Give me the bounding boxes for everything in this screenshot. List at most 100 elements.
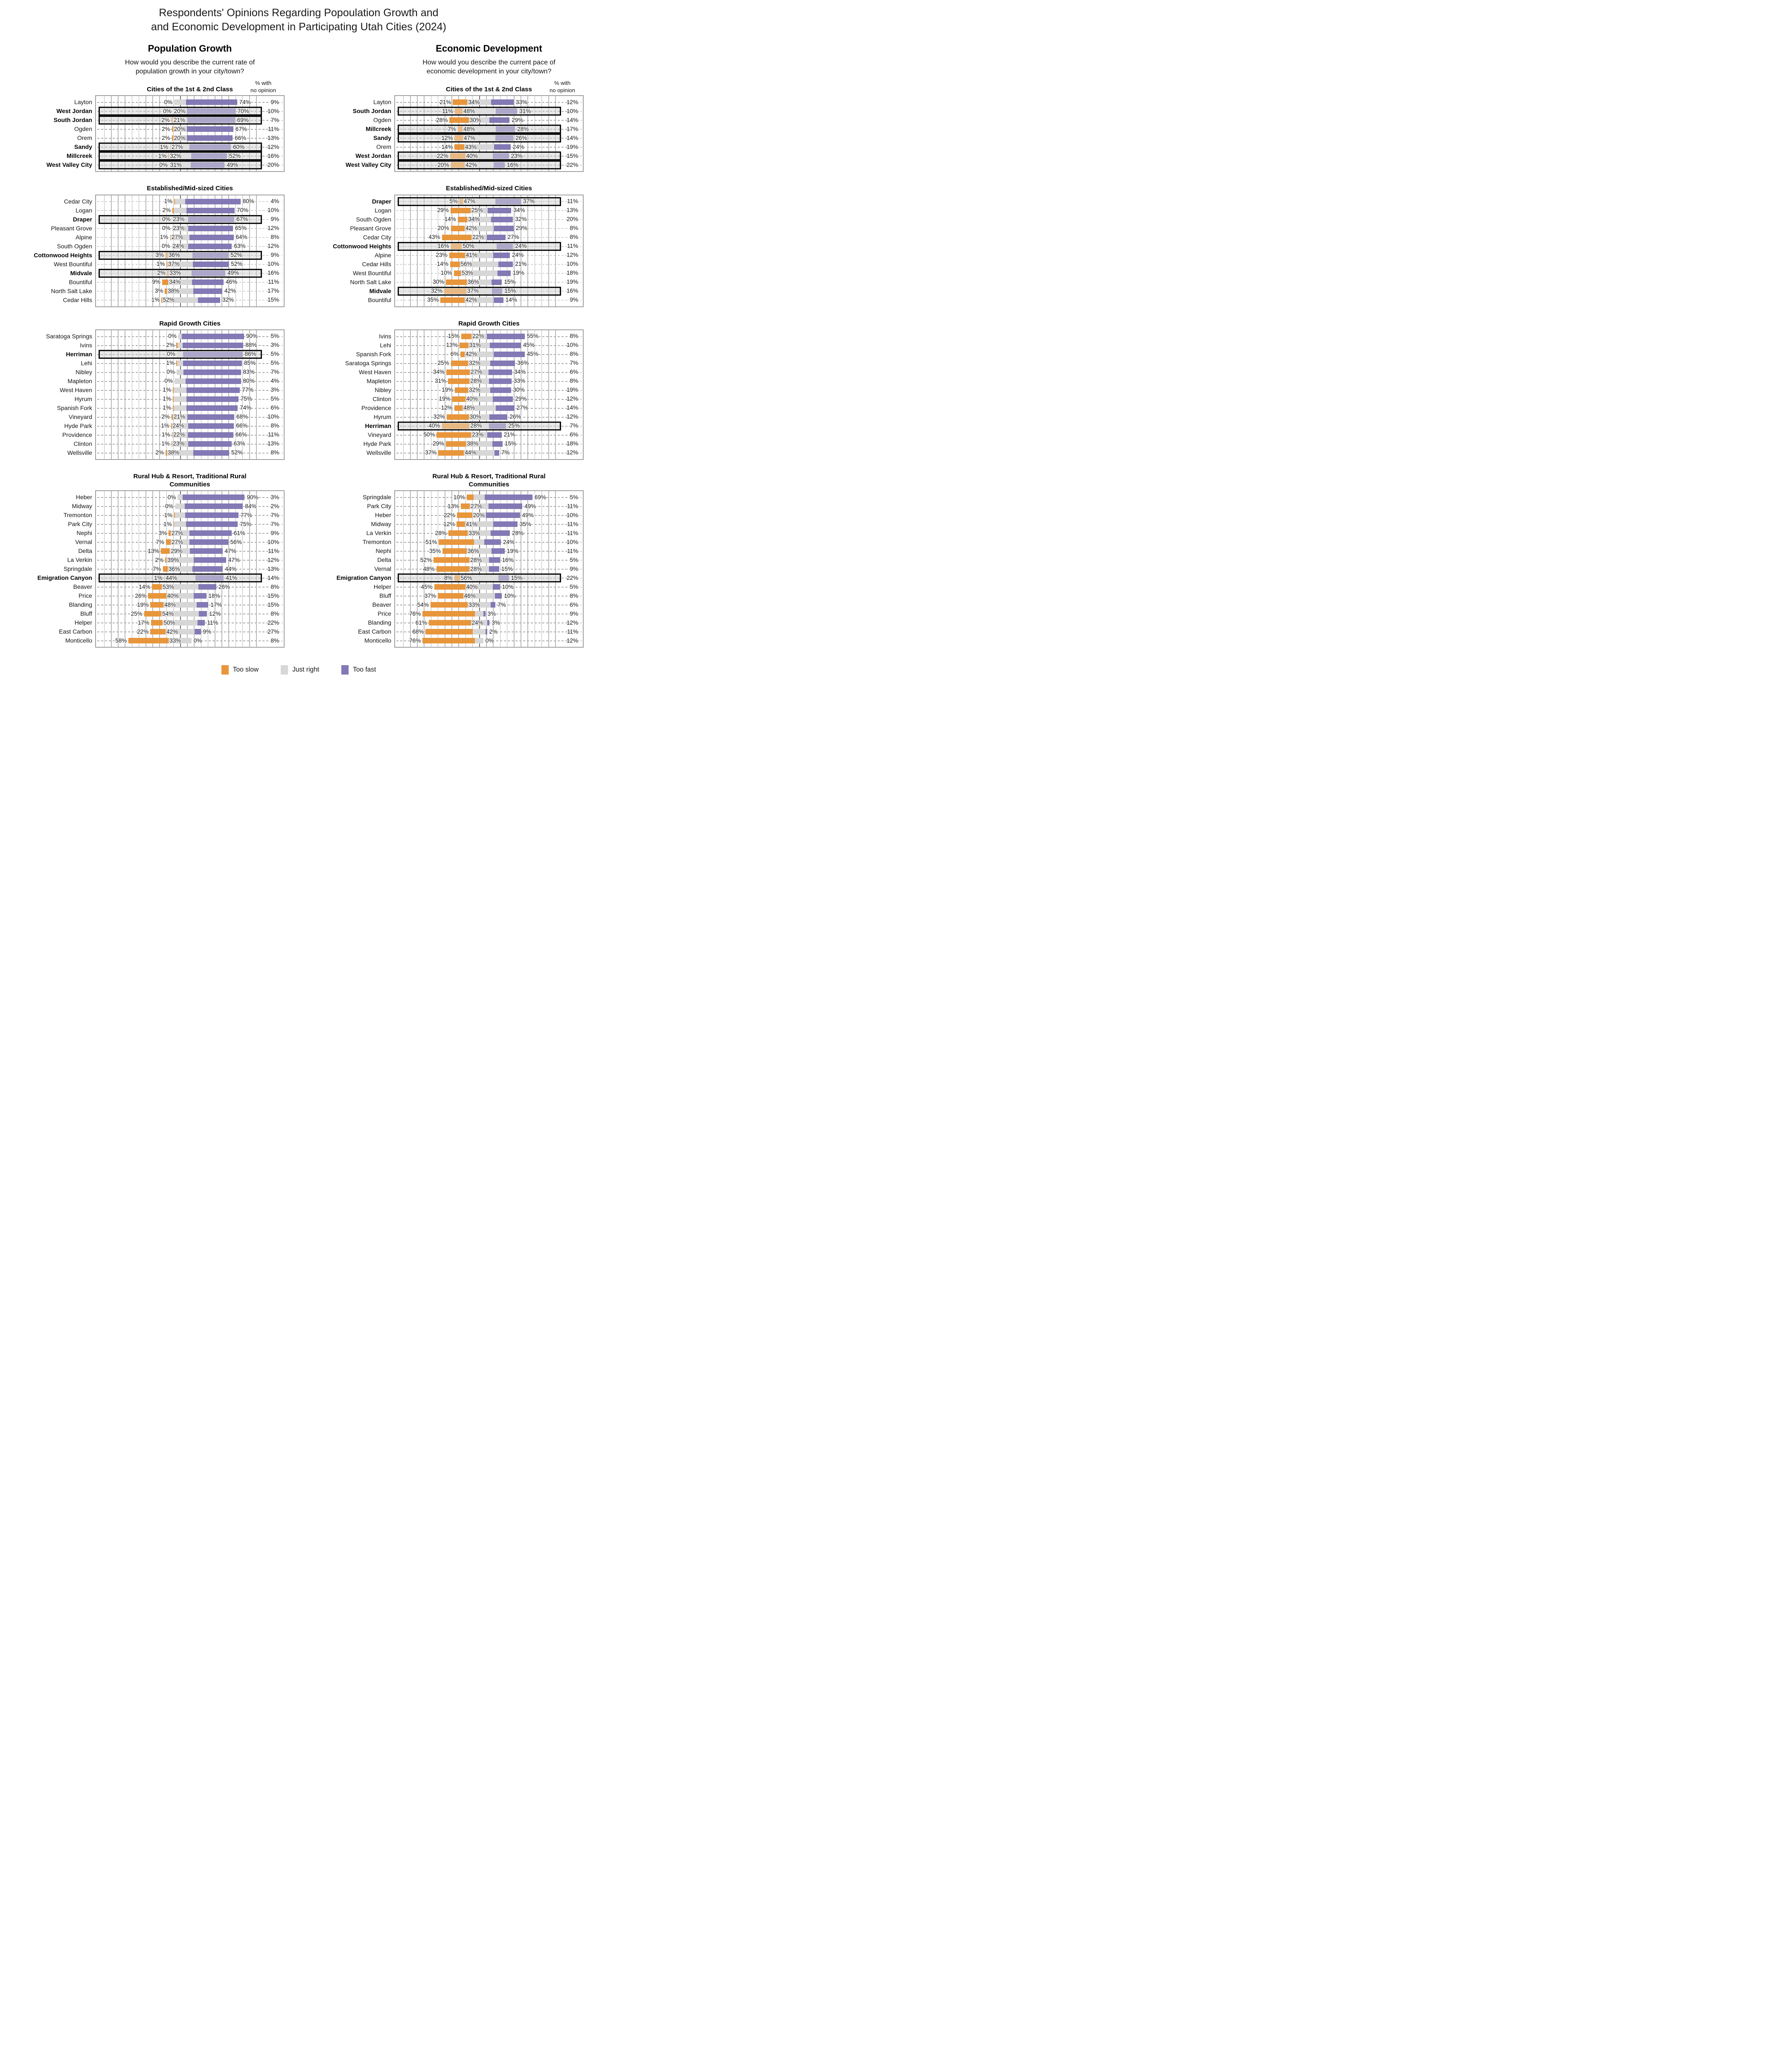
too-fast-swatch-icon: [341, 665, 349, 675]
chart-row: 1% 23% 63% 13%: [96, 439, 284, 448]
label-just-right: 36%: [168, 565, 180, 572]
label-too-slow: 2%: [161, 117, 170, 124]
bar-just-right: [175, 512, 186, 518]
chart-row: 0% 23% 65% 12%: [96, 224, 284, 233]
bar-just-right: [174, 521, 186, 527]
gridline: [465, 195, 466, 306]
label-too-slow: 1%: [151, 297, 160, 303]
chart-row: 2% 70% 10%: [96, 206, 284, 215]
no-opinion-value: 10%: [566, 342, 578, 349]
bar-too-fast: [492, 279, 502, 285]
gridline: [437, 330, 439, 459]
bar-just-right: [165, 629, 195, 635]
gridline: [159, 330, 160, 459]
bar-too-fast: [495, 135, 514, 141]
city-label: Monticello: [364, 637, 391, 644]
bar-too-fast: [183, 369, 241, 375]
chart-row: 0% 74% 9%: [96, 98, 284, 107]
city-label: Alpine: [375, 251, 391, 259]
bar-just-right: [460, 575, 499, 581]
city-label-column: Ivins Lehi Spanish Fork Saratoga Springs Wes…: [307, 329, 394, 460]
chart-row: 31% 28% 33% 8%: [395, 377, 583, 386]
no-opinion-value: 5%: [570, 494, 578, 500]
gridline: [187, 96, 188, 172]
city-label: Midway: [371, 521, 391, 528]
bar-just-right: [464, 351, 494, 357]
city-label: Midway: [72, 503, 92, 510]
chart-row: 35% 36% 19% 11%: [395, 547, 583, 556]
bar-just-right: [465, 153, 493, 159]
bar-too-slow: [455, 108, 463, 114]
label-just-right: 38%: [467, 440, 479, 447]
label-too-slow: 1%: [162, 431, 170, 438]
label-just-right: 23%: [173, 225, 185, 232]
gridline: [138, 96, 140, 172]
bar-too-fast: [486, 234, 506, 240]
highlight-overlay: [99, 151, 262, 161]
chart-row: 6% 42% 45% 8%: [395, 350, 583, 359]
city-label: Spanish Fork: [356, 350, 391, 358]
label-too-slow: 76%: [409, 610, 421, 617]
highlight-box: [398, 134, 561, 143]
label-just-right: 48%: [164, 601, 176, 608]
label-just-right: 27%: [471, 503, 483, 509]
label-too-fast: 24%: [515, 243, 527, 250]
city-label: Hyde Park: [64, 422, 92, 429]
group-title-line: Rural Hub & Resort, Traditional Rural: [432, 472, 546, 480]
no-opinion-value: 3%: [271, 494, 279, 500]
chart-row: 2% 21% 68% 10%: [96, 413, 284, 422]
no-opinion-value: 8%: [570, 225, 578, 232]
bar-just-right: [463, 593, 495, 599]
bar-just-right: [169, 270, 192, 276]
bar-too-fast: [493, 153, 509, 159]
label-too-fast: 45%: [523, 342, 535, 349]
label-just-right: 42%: [465, 162, 477, 169]
label-just-right: 23%: [173, 216, 185, 223]
bar-too-slow: [171, 414, 173, 420]
gridline: [506, 330, 508, 459]
label-just-right: 48%: [463, 126, 475, 133]
gridline: [228, 96, 229, 172]
label-just-right: 34%: [468, 99, 480, 106]
bar-too-slow: [172, 387, 174, 393]
label-too-slow: 2%: [155, 556, 164, 563]
label-too-fast: 80%: [242, 198, 254, 205]
highlight-overlay: [99, 268, 262, 278]
label-just-right: 40%: [466, 583, 478, 590]
city-label: La Verkin: [67, 556, 92, 564]
label-just-right: 24%: [172, 243, 184, 250]
gridline: [437, 195, 439, 306]
label-just-right: 39%: [167, 556, 179, 563]
label-too-fast: 24%: [512, 252, 524, 259]
legend-label-too-fast: Too fast: [352, 666, 376, 674]
no-opinion-value: 10%: [267, 538, 279, 545]
city-label: Mapleton: [367, 377, 391, 384]
chart-row: 1% 75% 7%: [96, 520, 284, 529]
no-opinion-value: 9%: [570, 610, 578, 617]
group-body: Heber Midway Tremonton Park City Nephi Vernal…: [8, 490, 285, 648]
label-just-right: 54%: [162, 610, 174, 617]
label-just-right: 38%: [168, 449, 180, 456]
chart-row: 14% 56% 21% 10%: [395, 260, 583, 269]
city-label: Saratoga Springs: [345, 359, 391, 367]
label-too-fast: 26%: [218, 583, 230, 590]
label-too-fast: 24%: [503, 538, 515, 545]
label-too-fast: 67%: [236, 216, 248, 223]
gridline: [118, 96, 119, 172]
gridline: [403, 330, 404, 459]
bar-just-right: [177, 360, 183, 366]
label-too-fast: 7%: [501, 449, 510, 456]
label-too-fast: 15%: [504, 279, 516, 285]
label-too-slow: 37%: [424, 592, 436, 599]
bar-just-right: [465, 521, 494, 527]
no-opinion-value: 17%: [566, 126, 578, 133]
group-section: Rural Hub & Resort, Traditional Rural Com…: [307, 472, 584, 648]
plot-box: 10% 69% 5% 13% 27% 49% 11% 22% 20% 49% 10% 12% 41% 35…: [394, 490, 584, 648]
bar-just-right: [468, 117, 490, 123]
bar-too-fast: [186, 207, 235, 213]
label-too-fast: 49%: [227, 162, 239, 169]
city-label: Blanding: [69, 601, 93, 608]
chart-row: 1% 52% 32% 15%: [96, 296, 284, 305]
bar-too-fast: [489, 423, 506, 429]
gridline: [118, 330, 119, 459]
